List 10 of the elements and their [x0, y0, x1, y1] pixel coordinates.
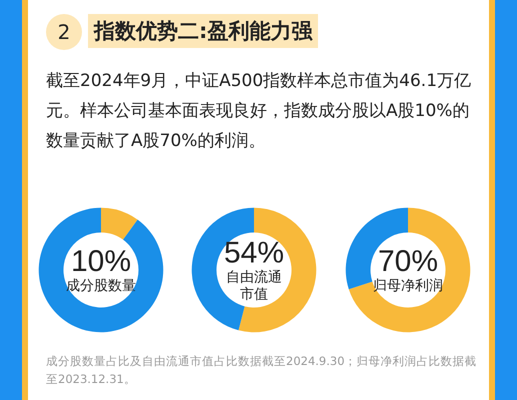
slice-label: 成分股数量	[66, 278, 136, 294]
slice-label: 归母净利润	[373, 278, 443, 294]
text: 截至2024年9月，中证A500指数样本总市值为46.1万亿元。样本公司基本面表现良好，指数成分股以A股10%的数量贡献了A股70%的利润。	[46, 70, 472, 153]
data-label: 10%	[70, 245, 132, 278]
text: 成分股数量占比及自由流通市值占比数据截至2024.9.30；归母净利润占比数据截至2023.12.31。	[46, 353, 478, 388]
text: 指数优势二:盈利能力强	[88, 14, 318, 48]
text: 2	[46, 14, 82, 50]
data-label: 54%	[224, 236, 284, 270]
slice-label: 自由流通市值	[226, 270, 282, 302]
data-label: 70%	[378, 245, 438, 278]
